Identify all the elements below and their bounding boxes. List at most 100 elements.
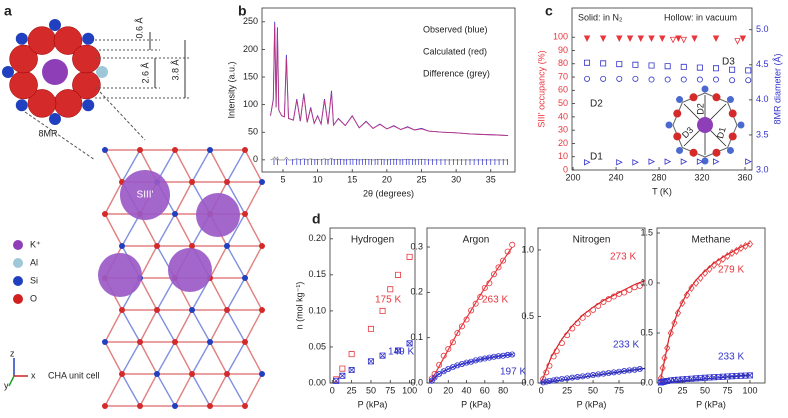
oxygen-atom: [53, 26, 83, 55]
axis-name: x: [31, 370, 36, 380]
data-point: [710, 260, 718, 270]
bond: [209, 277, 228, 311]
data-point: [745, 77, 752, 84]
data-point: [495, 353, 502, 360]
data-point: [737, 243, 745, 253]
series-label: 233 K: [718, 352, 744, 363]
data-point: [490, 271, 497, 278]
y-axis-label: SIII' occupancy (%): [536, 50, 546, 127]
data-point: [339, 372, 346, 379]
data-point: [696, 76, 703, 83]
inset-oxygen: [689, 148, 698, 157]
y-tick-label: 0.15: [308, 269, 326, 279]
data-point: [729, 66, 736, 73]
data-point: [445, 346, 452, 352]
bond: [191, 149, 211, 183]
y-tick-label: 0.20: [308, 233, 326, 243]
data-point: [367, 358, 374, 365]
k-cation: [98, 253, 142, 297]
si-atom: [15, 99, 28, 112]
x-tick-label: 240: [609, 172, 624, 182]
data-point: [680, 63, 687, 70]
x-tick-label: 100: [402, 385, 417, 395]
atom: [102, 211, 108, 217]
data-point: [584, 75, 591, 82]
data-point: [600, 60, 607, 67]
data-point: [454, 330, 461, 337]
data-point: [495, 264, 502, 271]
x-tick-label: 200: [566, 172, 581, 182]
axis-name: z: [10, 348, 15, 358]
bond: [209, 373, 228, 407]
data-point: [379, 307, 386, 314]
inset-label: D2: [695, 103, 705, 115]
atom: [207, 339, 213, 345]
y2-tick-label: 3.5: [756, 129, 769, 139]
data-point: [688, 283, 695, 293]
fit-curve: [541, 367, 646, 384]
bond: [104, 213, 123, 247]
x-tick-label: 50: [588, 385, 598, 395]
data-point: [477, 293, 484, 300]
bond: [226, 149, 246, 183]
inset-label: D3: [680, 125, 695, 140]
data-point: [490, 353, 497, 360]
data-point: [584, 159, 591, 166]
legend-swatch: [13, 258, 23, 268]
x-tick-label: 60: [480, 385, 490, 395]
data-point: [657, 373, 664, 383]
data-point: [739, 35, 747, 43]
fit-curve: [429, 246, 513, 384]
atom: [242, 339, 248, 345]
atom: [207, 147, 213, 153]
framework: SIII': [98, 147, 265, 409]
x-tick-label: 75: [722, 385, 732, 395]
ring-label: 8MR: [38, 128, 58, 138]
atom: [154, 307, 160, 313]
plot-frame: [537, 227, 646, 384]
data-point: [564, 332, 571, 339]
data-point: [440, 352, 447, 359]
si-atom: [96, 66, 108, 78]
data-point: [631, 284, 638, 291]
data-point: [659, 35, 666, 43]
8mr-ring: [2, 19, 108, 125]
y-tick-label: 0.5: [640, 327, 653, 337]
x-tick-label: 100: [742, 385, 757, 395]
atom: [172, 147, 178, 153]
data-point: [584, 59, 591, 66]
bond: [139, 309, 158, 343]
atom: [242, 147, 248, 153]
series-label: 197 K: [500, 367, 526, 378]
y-tick-label: 60: [558, 85, 568, 95]
y-tick-label: 30: [558, 125, 568, 135]
data-point: [733, 246, 740, 256]
data-point: [406, 253, 413, 260]
y-tick-label: 1.5: [640, 227, 653, 237]
x-tick-label: 25: [562, 385, 572, 395]
plot-frame: [261, 7, 516, 173]
axis-arrow: [8, 375, 15, 387]
plot-frame: [571, 7, 753, 171]
plot-frame: [329, 227, 416, 384]
legend-swatch: [13, 240, 23, 250]
si-atom: [82, 99, 95, 112]
atom: [102, 147, 108, 153]
data-point: [745, 158, 752, 165]
y-tick-label: 0.5: [521, 311, 534, 321]
x-tick-label: 5: [280, 174, 285, 184]
data-point: [590, 306, 597, 313]
series-label: 279 K: [718, 265, 744, 276]
oxygen-atom: [27, 89, 57, 118]
data-point: [553, 376, 560, 383]
bond: [209, 149, 228, 183]
legend-label: O: [30, 293, 37, 303]
data-point: [428, 375, 435, 382]
bond: [139, 373, 158, 407]
y-tick-label: 0: [563, 164, 568, 174]
data-point: [616, 35, 623, 43]
bond: [174, 213, 193, 247]
atom: [259, 243, 265, 249]
legend-swatch: [13, 294, 23, 304]
atom: [259, 307, 265, 313]
